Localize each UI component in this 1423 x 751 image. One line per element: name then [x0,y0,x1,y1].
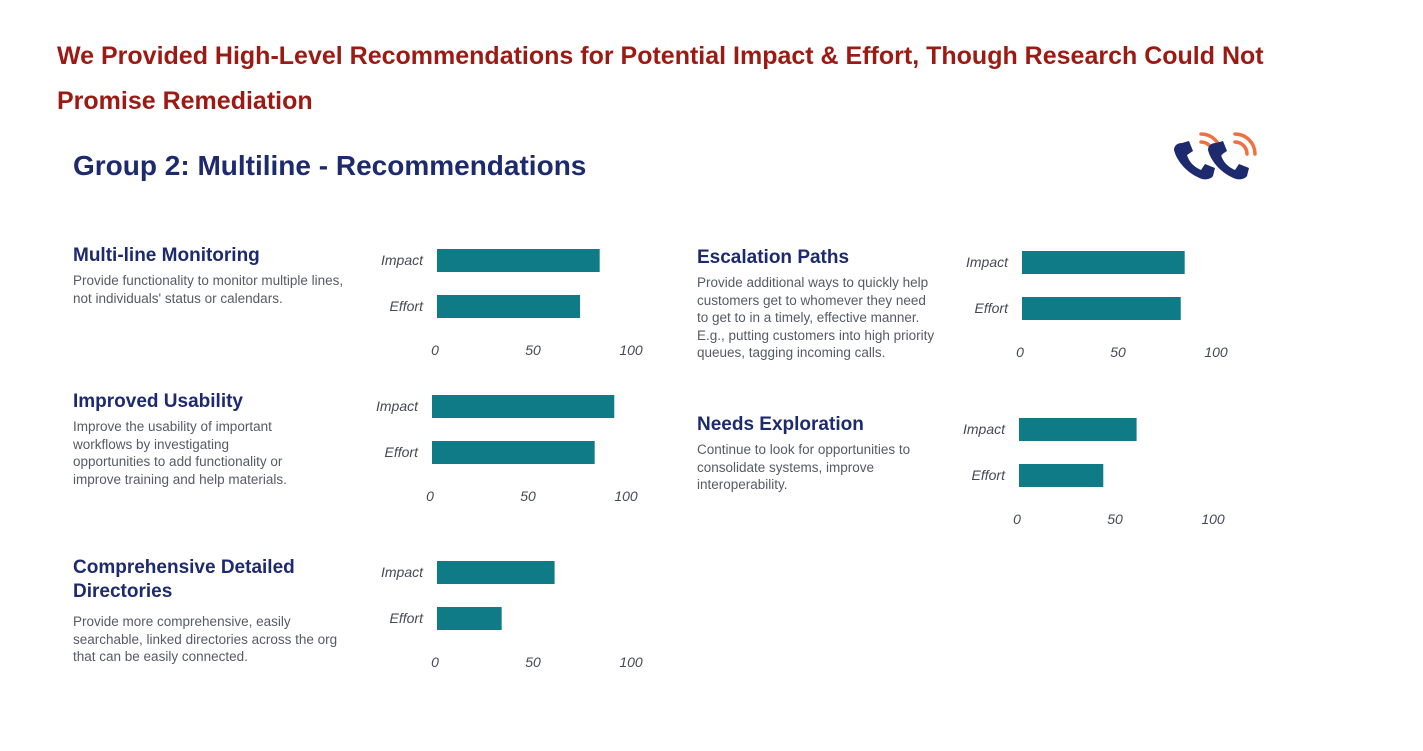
section-title: Group 2: Multiline - Recommendations [73,150,587,181]
bar-impact [437,249,600,272]
category-label-impact: Impact [381,252,424,268]
x-tick-label: 0 [426,488,434,504]
category-label-effort: Effort [390,610,425,626]
slide-title: We Provided High-Level Recommendations f… [57,42,1264,115]
recommendation-title: Needs Exploration [697,414,864,435]
x-tick-label: 0 [431,654,439,670]
x-tick-label: 50 [520,488,536,504]
recommendation-needs-exploration: Needs Exploration Continue to look for o… [697,413,937,494]
recommendation-directories: Comprehensive Detailed Directories Provi… [73,556,343,666]
bar-impact [1019,418,1137,441]
chart-multiline-monitoring: Impact Effort 0 50 100 [381,249,643,358]
bar-impact [437,561,555,584]
recommendation-multiline-monitoring: Multi-line Monitoring Provide functional… [73,244,348,307]
recommendation-improved-usability: Improved Usability Improve the usability… [73,390,298,488]
x-tick-label: 100 [1201,511,1225,527]
category-label-effort: Effort [972,467,1007,483]
x-tick-label: 50 [1107,511,1123,527]
recommendation-body: Provide more comprehensive, easily searc… [73,614,338,664]
category-label-impact: Impact [381,564,424,580]
chart-needs-exploration: Impact Effort 0 50 100 [963,418,1225,527]
bar-effort [432,441,595,464]
phone-ringing-icon [1168,126,1268,191]
x-tick-label: 50 [1110,344,1126,360]
x-tick-label: 50 [525,654,541,670]
x-tick-label: 50 [525,342,541,358]
category-label-effort: Effort [385,444,420,460]
recommendation-title: Comprehensive Detailed Directories [73,557,295,602]
x-tick-label: 100 [619,342,643,358]
x-tick-label: 0 [431,342,439,358]
recommendation-escalation-paths: Escalation Paths Provide additional ways… [697,246,937,362]
x-tick-label: 100 [1204,344,1228,360]
x-tick-label: 0 [1013,511,1021,527]
recommendation-body: Improve the usability of important workf… [73,419,287,487]
category-label-impact: Impact [963,421,1006,437]
category-label-effort: Effort [975,300,1010,316]
category-label-impact: Impact [966,254,1009,270]
bar-effort [1019,464,1104,487]
recommendation-title: Multi-line Monitoring [73,245,260,266]
recommendation-body: Provide functionality to monitor multipl… [73,273,344,306]
x-tick-label: 0 [1016,344,1024,360]
x-tick-label: 100 [614,488,638,504]
bar-impact [1022,251,1185,274]
chart-escalation-paths: Impact Effort 0 50 100 [966,251,1228,360]
recommendation-body: Continue to look for opportunities to co… [697,442,911,492]
x-tick-label: 100 [619,654,643,670]
category-label-effort: Effort [390,298,425,314]
bar-effort [437,607,502,630]
bar-impact [432,395,615,418]
chart-improved-usability: Impact Effort 0 50 100 [376,395,638,504]
recommendation-body: Provide additional ways to quickly help … [697,275,935,360]
recommendation-title: Improved Usability [73,391,243,412]
bar-effort [437,295,581,318]
bar-effort [1022,297,1181,320]
category-label-impact: Impact [376,398,419,414]
chart-directories: Impact Effort 0 50 100 [381,561,643,670]
recommendation-title: Escalation Paths [697,247,850,268]
